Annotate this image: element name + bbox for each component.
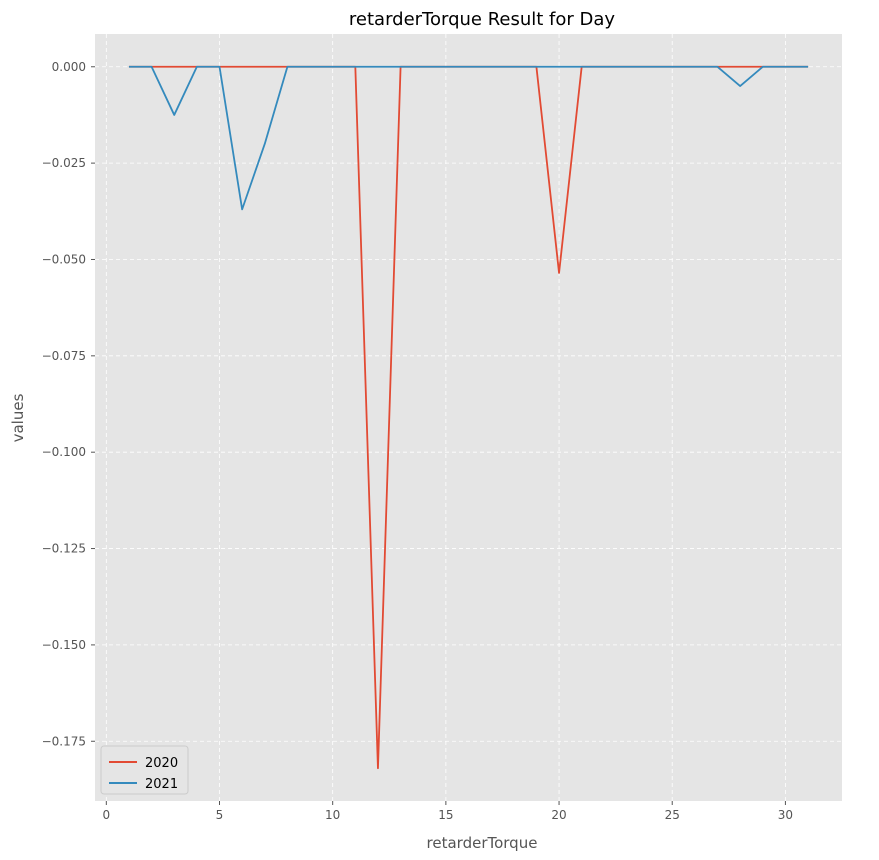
x-tick-label: 30 (778, 808, 793, 822)
y-tick-label: −0.125 (42, 542, 86, 556)
y-tick-label: −0.050 (42, 252, 86, 266)
y-tick-label: 0.000 (52, 60, 86, 74)
y-tick-label: −0.025 (42, 156, 86, 170)
legend-label-2020: 2020 (145, 756, 178, 771)
x-tick-label: 0 (102, 808, 110, 822)
y-tick-label: −0.100 (42, 445, 86, 459)
grid (95, 34, 842, 801)
x-axis: 0 5 10 15 20 25 30 (102, 801, 793, 822)
chart-title: retarderTorque Result for Day (349, 9, 616, 30)
y-axis-label: values (9, 393, 27, 442)
y-tick-label: −0.150 (42, 638, 86, 652)
x-tick-label: 5 (216, 808, 224, 822)
series-line-2021 (128, 65, 809, 211)
legend: 2020 2021 (100, 745, 189, 795)
x-tick-label: 25 (665, 808, 680, 822)
y-tick-label: −0.175 (42, 734, 86, 748)
x-tick-label: 15 (438, 808, 453, 822)
legend-label-2021: 2021 (145, 777, 178, 792)
x-axis-label: retarderTorque (427, 834, 538, 852)
x-tick-label: 20 (551, 808, 566, 822)
x-tick-label: 10 (325, 808, 340, 822)
series-group (128, 65, 809, 770)
y-tick-label: −0.075 (42, 349, 86, 363)
y-axis: 0.000 −0.025 −0.050 −0.075 −0.100 −0.125 −0.15… (42, 60, 95, 748)
plot-background (95, 34, 842, 801)
